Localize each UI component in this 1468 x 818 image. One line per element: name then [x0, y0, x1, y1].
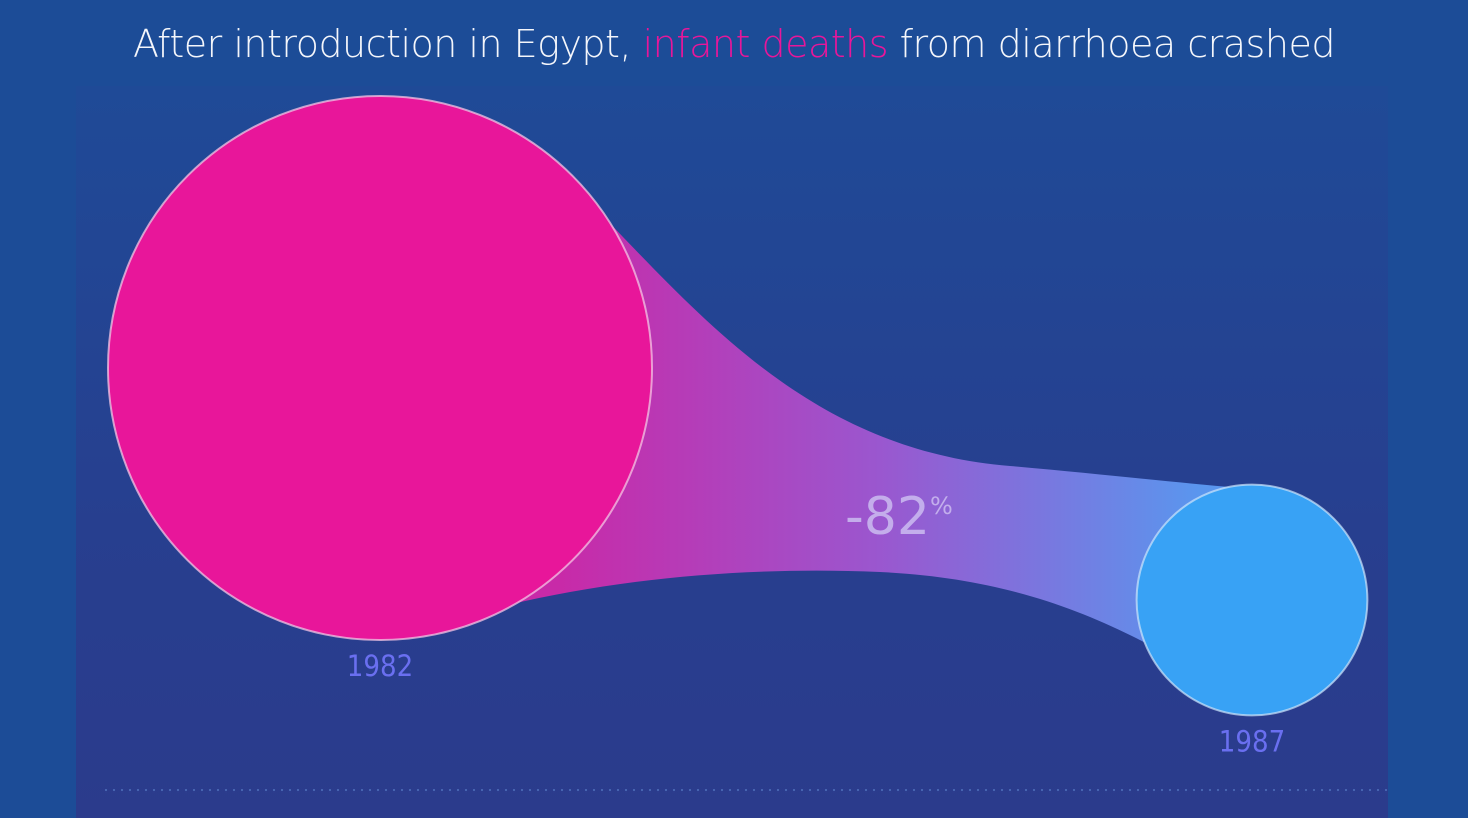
- title-prefix: After introduction in Egypt,: [133, 22, 643, 66]
- chart-title: After introduction in Egypt, infant deat…: [0, 22, 1468, 66]
- change-number: -82: [845, 487, 930, 547]
- change-label: -82%: [845, 487, 953, 547]
- year-label-1987: 1987: [1219, 724, 1285, 758]
- year-label-1982: 1982: [347, 649, 413, 683]
- bubble-1982: [107, 95, 653, 641]
- bubble-1987: [1135, 483, 1369, 717]
- title-suffix: from diarrhoea crashed: [888, 22, 1336, 66]
- title-highlight: infant deaths: [642, 22, 889, 66]
- change-unit: %: [930, 492, 953, 520]
- dotted-rule: [104, 789, 1388, 793]
- connector-band: [480, 205, 1260, 712]
